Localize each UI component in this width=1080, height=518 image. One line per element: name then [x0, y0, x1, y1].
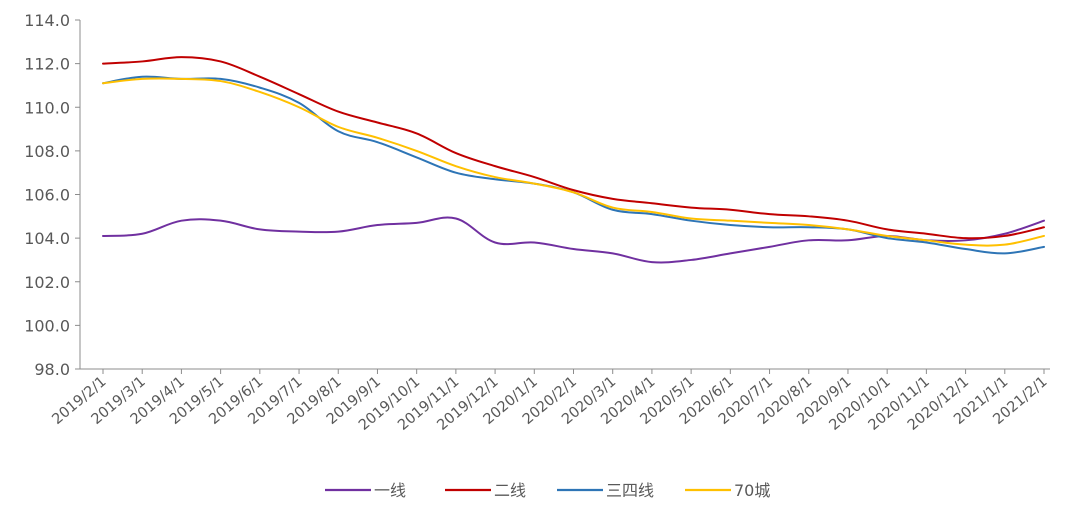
series-lines [102, 56, 1045, 264]
y-tick-label: 102.0 [24, 273, 70, 292]
legend-label-1: 一线 [374, 481, 406, 500]
series-line-4 [102, 77, 1045, 247]
y-tick-label: 108.0 [24, 142, 70, 161]
legend: 一线 二线 三四线 70城 [325, 481, 770, 500]
y-axis: 98.0 100.0 102.0 104.0 106.0 108.0 110.0 112.0 1… [24, 11, 81, 379]
y-tick-label: 110.0 [24, 98, 70, 117]
y-tick-label: 114.0 [24, 11, 70, 30]
legend-label-3: 三四线 [606, 481, 654, 500]
y-tick-label: 98.0 [34, 360, 70, 379]
series-line-2 [102, 56, 1045, 240]
y-tick-label: 106.0 [24, 186, 70, 205]
y-tick-label: 112.0 [24, 55, 70, 74]
y-tick-label: 100.0 [24, 316, 70, 335]
legend-label-2: 二线 [494, 481, 526, 500]
y-tick-label: 104.0 [24, 229, 70, 248]
x-axis: 2019/2/12019/3/12019/4/12019/5/12019/6/1… [49, 368, 1051, 434]
legend-label-4: 70城 [734, 481, 770, 500]
